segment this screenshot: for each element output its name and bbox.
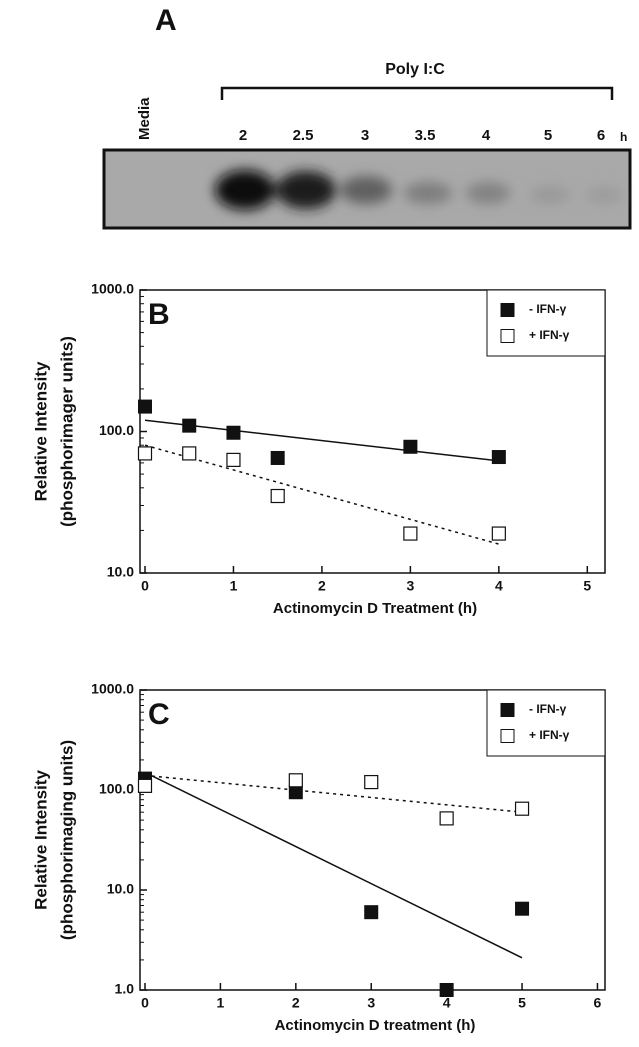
x-tick-label: 4: [495, 578, 503, 594]
x-axis-label: Actinomycin D Treatment (h): [273, 600, 477, 617]
legend-label: + IFN-γ: [529, 728, 570, 742]
data-point: [289, 774, 302, 787]
data-point: [492, 451, 505, 464]
x-tick-label: 5: [518, 995, 526, 1011]
panel-label: B: [148, 298, 170, 331]
x-axis-label: Actinomycin D treatment (h): [275, 1017, 476, 1034]
y-tick-label: 10.0: [107, 564, 134, 580]
data-point: [404, 440, 417, 453]
x-tick-label: 2: [318, 578, 326, 594]
data-point: [183, 419, 196, 432]
legend-marker: [501, 730, 514, 743]
unit-label: h: [620, 130, 627, 144]
data-point: [271, 490, 284, 503]
legend-label: + IFN-γ: [529, 328, 570, 342]
x-tick-label: 3: [367, 995, 375, 1011]
legend-label: - IFN-γ: [529, 302, 567, 316]
data-point: [139, 447, 152, 460]
blot-image: [104, 150, 630, 228]
fit-line: [145, 420, 499, 461]
y-tick-label: 1000.0: [91, 681, 134, 697]
data-point: [139, 779, 152, 792]
legend-label: - IFN-γ: [529, 702, 567, 716]
legend-box: [487, 290, 605, 356]
data-point: [516, 802, 529, 815]
lane-label: 2.5: [293, 127, 314, 144]
data-point: [271, 451, 284, 464]
lane-label: 6: [597, 127, 605, 144]
y-tick-label: 1.0: [115, 981, 135, 997]
y-axis-label: (phosphorimaging units): [57, 740, 76, 940]
x-tick-label: 0: [141, 578, 149, 594]
panel-label: C: [148, 698, 170, 731]
y-tick-label: 100.0: [99, 781, 134, 797]
x-tick-label: 6: [594, 995, 602, 1011]
data-point: [227, 426, 240, 439]
panel-label: A: [155, 4, 177, 37]
lane-label: 3: [361, 127, 369, 144]
y-axis-label: Relative Intensity: [31, 770, 50, 910]
fit-line: [145, 772, 522, 957]
lane-label: 5: [544, 127, 552, 144]
legend-marker: [501, 704, 514, 717]
legend-marker: [501, 304, 514, 317]
data-point: [139, 400, 152, 413]
data-point: [440, 984, 453, 997]
data-point: [492, 527, 505, 540]
figure: A Poly I:C Media h 2 2.5 3 3.5 4 5 6 B 10.0 100.0…: [0, 0, 639, 1047]
fit-line: [145, 775, 522, 812]
x-tick-label: 1: [230, 578, 238, 594]
x-tick-label: 5: [583, 578, 591, 594]
x-tick-label: 1: [217, 995, 225, 1011]
y-tick-label: 100.0: [99, 422, 134, 438]
group-label: Poly I:C: [385, 61, 445, 78]
data-point: [440, 812, 453, 825]
data-point: [365, 906, 378, 919]
data-point: [183, 447, 196, 460]
lane-label: 4: [482, 127, 491, 144]
bracket: [222, 88, 612, 100]
data-point: [516, 902, 529, 915]
y-axis-label: Relative Intensity: [31, 361, 50, 501]
control-label: Media: [136, 97, 153, 140]
legend-box: [487, 690, 605, 756]
data-point: [404, 527, 417, 540]
y-tick-label: 10.0: [107, 881, 134, 897]
legend-marker: [501, 330, 514, 343]
x-tick-label: 3: [406, 578, 414, 594]
data-point: [289, 786, 302, 799]
fit-line: [145, 445, 499, 544]
lane-label: 3.5: [415, 127, 436, 144]
x-tick-label: 4: [443, 995, 451, 1011]
x-tick-label: 0: [141, 995, 149, 1011]
y-axis-label: (phosphorimager units): [57, 336, 76, 527]
data-point: [227, 453, 240, 466]
lane-label: 2: [239, 127, 247, 144]
x-tick-label: 2: [292, 995, 300, 1011]
y-tick-label: 1000.0: [91, 281, 134, 297]
data-point: [365, 776, 378, 789]
